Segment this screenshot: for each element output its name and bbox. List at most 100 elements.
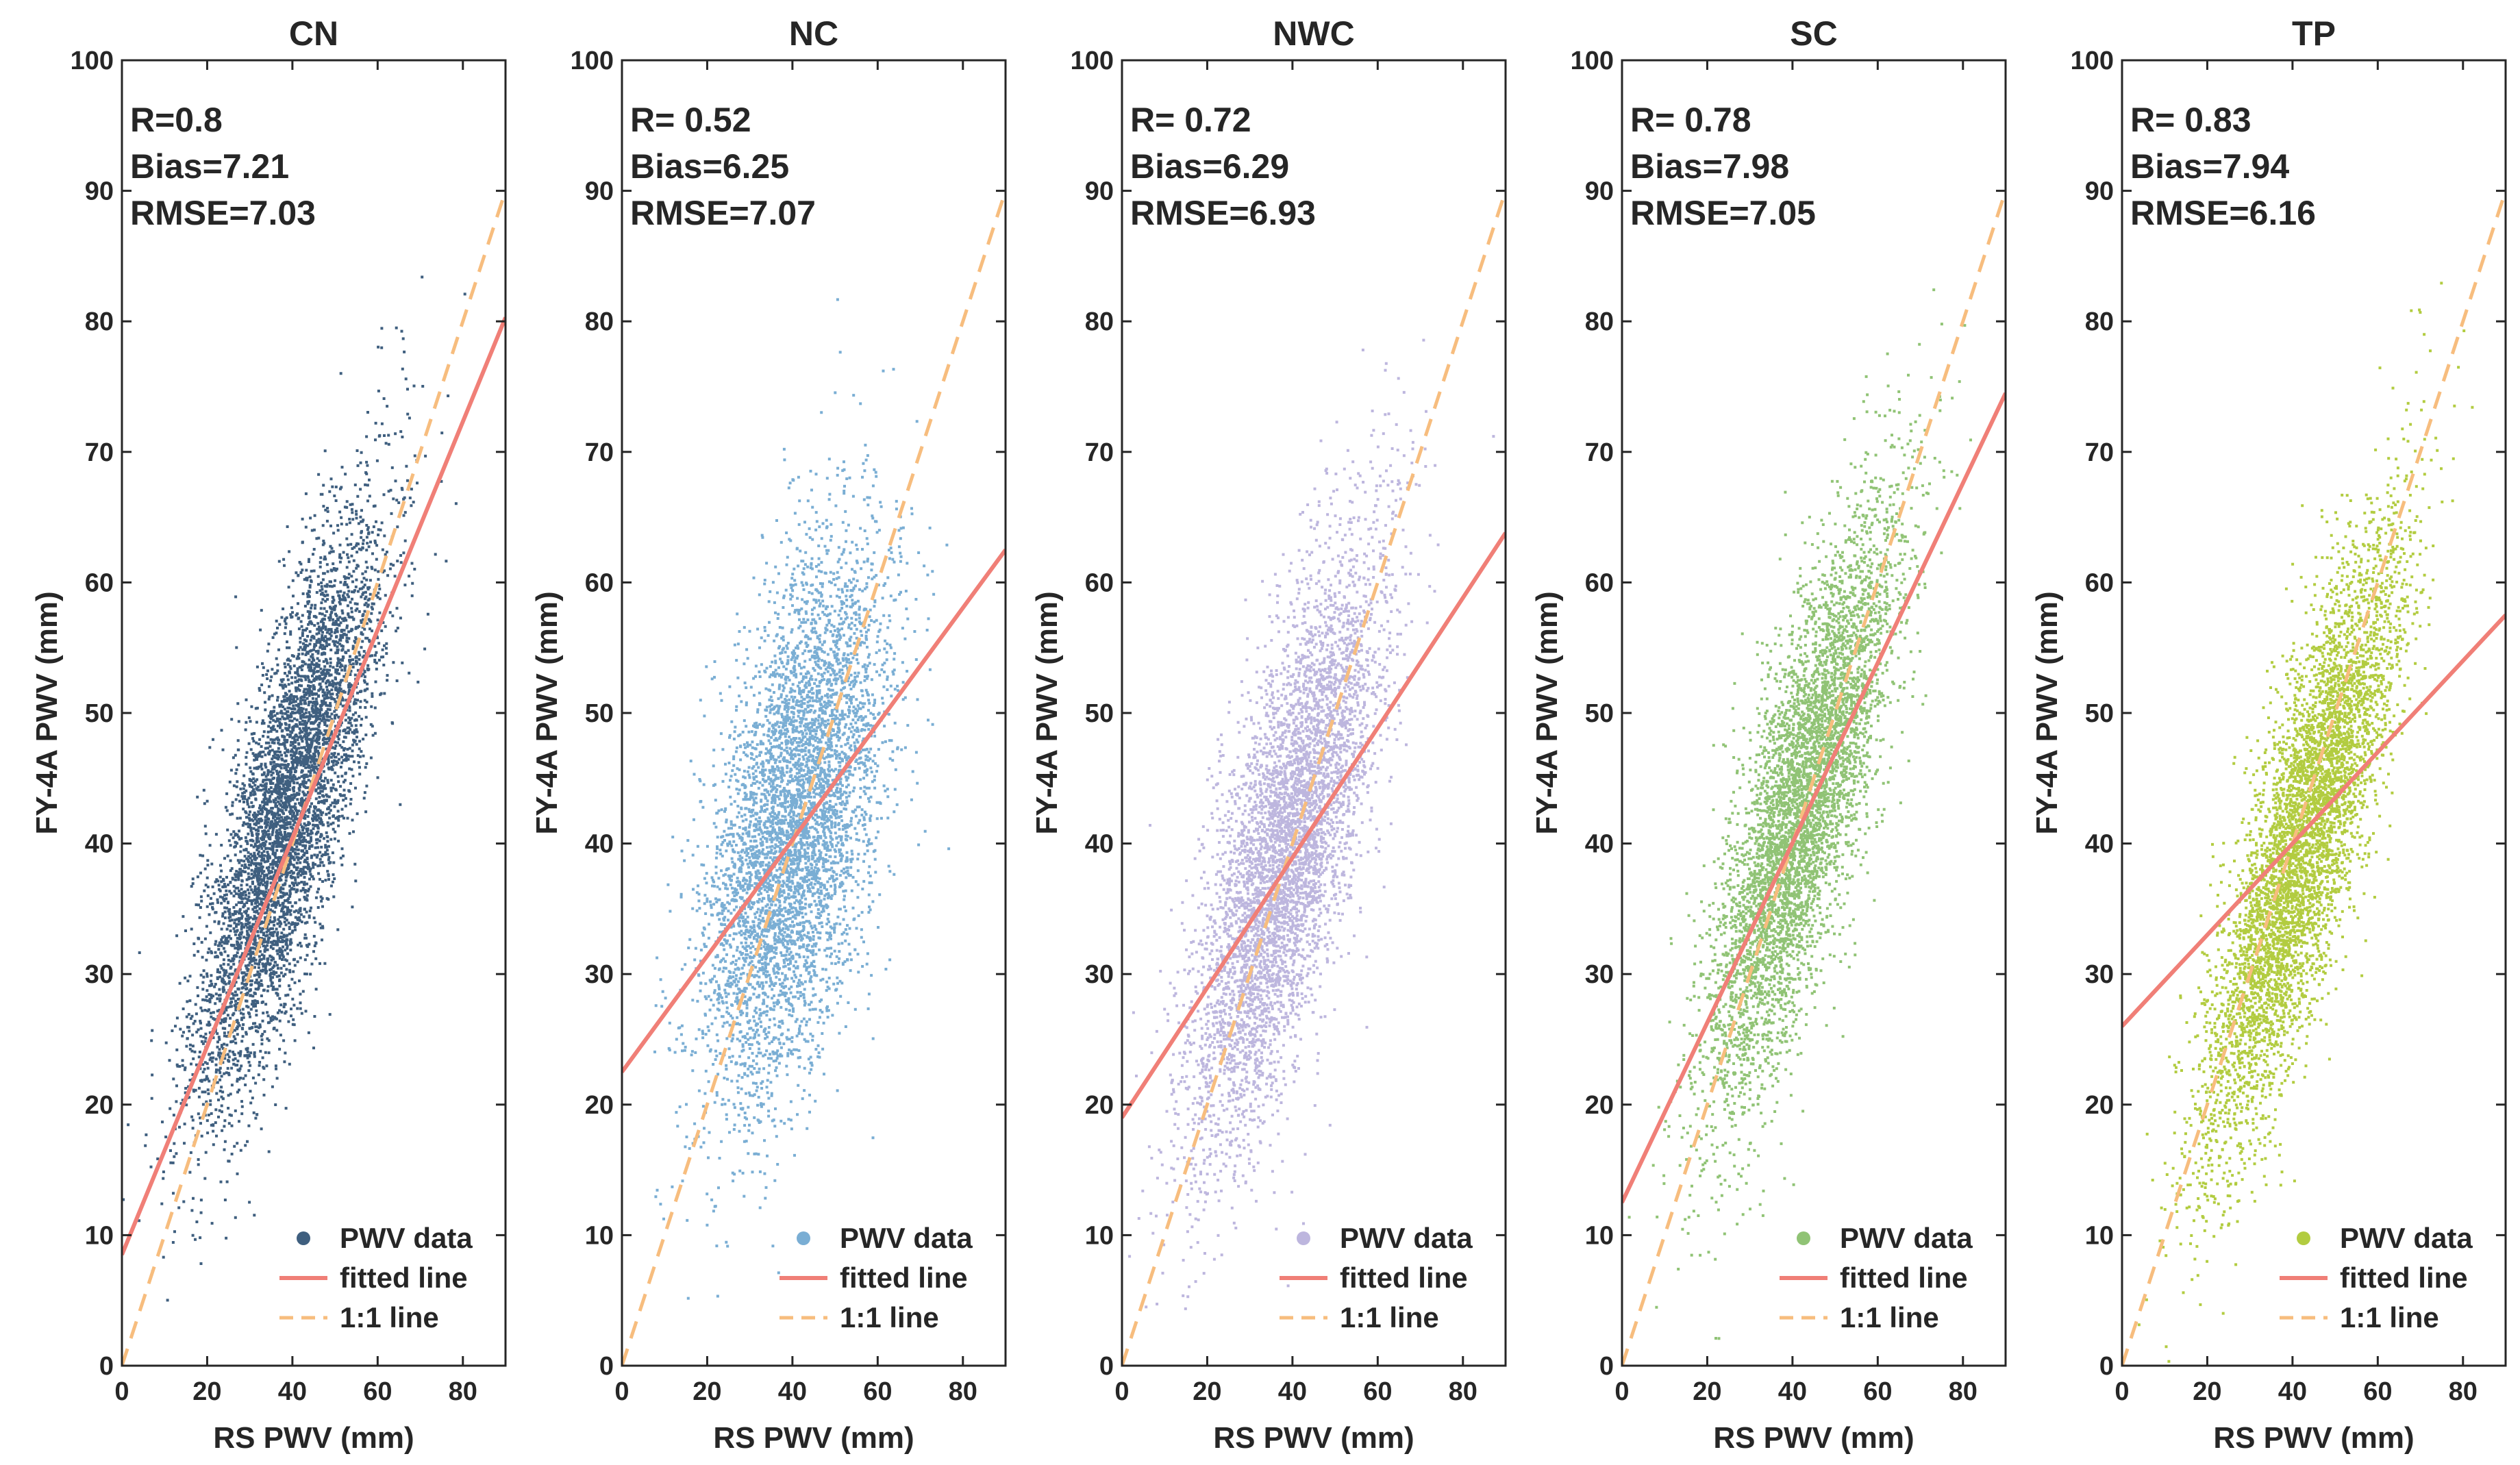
y-tick-label: 60 (1085, 568, 1114, 597)
one-to-one-line (1122, 190, 1506, 1366)
y-tick-label: 0 (99, 1352, 114, 1381)
panel-title: TP (2292, 14, 2336, 53)
x-axis-label: RS PWV (mm) (1213, 1421, 1414, 1455)
y-tick-label: 20 (1085, 1091, 1114, 1120)
legend-label: PWV data (1840, 1222, 1973, 1254)
stat-text: R= 0.72 (1130, 101, 1251, 139)
legend-label: 1:1 line (1340, 1301, 1439, 1333)
y-tick-label: 10 (585, 1221, 614, 1250)
fitted-line (122, 316, 506, 1256)
x-tick-label: 20 (1693, 1377, 1721, 1406)
y-tick-label: 100 (1071, 47, 1114, 75)
y-tick-label: 100 (2071, 47, 2114, 75)
y-tick-label: 40 (585, 830, 614, 859)
y-tick-label: 80 (85, 308, 114, 336)
panel-title: CN (289, 14, 338, 53)
x-tick-label: 0 (2114, 1377, 2129, 1406)
y-tick-label: 100 (571, 47, 614, 75)
y-tick-label: 50 (585, 699, 614, 728)
stat-text: Bias=6.25 (630, 147, 789, 186)
y-axis-label: FY-4A PWV (mm) (1030, 591, 1064, 834)
panel-sc: 0 10 20 30 40 50 60 70 80 90 100 0 20 40 60 80 SC RS PWV … (1530, 14, 2007, 1455)
y-tick-label: 0 (1599, 1352, 1614, 1381)
stat-text: R= 0.83 (2130, 101, 2251, 139)
legend-label: 1:1 line (840, 1301, 939, 1333)
stat-text: Bias=7.94 (2130, 147, 2289, 186)
y-tick-label: 10 (1585, 1221, 1614, 1250)
y-tick-label: 70 (1085, 438, 1114, 467)
x-axis-label: RS PWV (mm) (1713, 1421, 1914, 1455)
y-tick-label: 0 (1099, 1352, 1114, 1381)
x-tick-label: 20 (192, 1377, 221, 1406)
x-tick-label: 80 (449, 1377, 477, 1406)
x-tick-label: 0 (1114, 1377, 1129, 1406)
stat-text: R= 0.52 (630, 101, 751, 139)
axes-box (1121, 59, 1507, 1367)
scatter-dots (2137, 281, 2474, 1363)
legend-marker-dot (297, 1231, 310, 1245)
legend-label: fitted line (1840, 1262, 1968, 1294)
x-tick-label: 40 (2278, 1377, 2307, 1406)
y-axis-label: FY-4A PWV (mm) (2030, 591, 2064, 834)
stat-text: Bias=7.21 (130, 147, 289, 186)
y-tick-label: 0 (599, 1352, 614, 1381)
y-tick-label: 40 (1585, 830, 1614, 859)
y-tick-label: 20 (585, 1091, 614, 1120)
legend-label: 1:1 line (340, 1301, 439, 1333)
y-tick-label: 50 (1085, 699, 1114, 728)
legend-marker-dot (797, 1231, 810, 1245)
y-tick-label: 50 (1585, 699, 1614, 728)
panel-title: NC (789, 14, 838, 53)
one-to-one-line (122, 190, 506, 1366)
y-tick-label: 20 (85, 1091, 114, 1120)
x-tick-label: 0 (614, 1377, 629, 1406)
stat-text: RMSE=7.07 (630, 194, 816, 232)
one-to-one-line (2122, 190, 2506, 1366)
fitted-line (1622, 392, 2006, 1204)
legend-label: 1:1 line (1840, 1301, 1939, 1333)
y-tick-label: 10 (2085, 1221, 2114, 1250)
stat-text: RMSE=6.16 (2130, 194, 2316, 232)
legend: PWV data fitted line 1:1 line (279, 1222, 473, 1333)
legend-label: PWV data (840, 1222, 973, 1254)
legend: PWV data fitted line 1:1 line (779, 1222, 973, 1333)
stat-text: Bias=6.29 (1130, 147, 1289, 186)
stat-text: RMSE=7.03 (130, 194, 316, 232)
y-tick-label: 90 (85, 177, 114, 206)
x-tick-label: 60 (2363, 1377, 2392, 1406)
y-tick-label: 50 (2085, 699, 2114, 728)
legend-label: fitted line (2340, 1262, 2468, 1294)
y-axis-label: FY-4A PWV (mm) (1530, 591, 1564, 834)
legend: PWV data fitted line 1:1 line (1280, 1222, 1473, 1333)
panel-nwc: 0 10 20 30 40 50 60 70 80 90 100 0 20 40 60 80 NWC RS PWV… (1030, 14, 1507, 1455)
x-tick-label: 80 (949, 1377, 977, 1406)
x-tick-label: 60 (363, 1377, 392, 1406)
y-tick-label: 30 (1085, 960, 1114, 989)
y-tick-label: 80 (2085, 308, 2114, 336)
y-tick-label: 40 (2085, 830, 2114, 859)
scatter-points-nwc (1128, 338, 1495, 1310)
y-tick-label: 70 (585, 438, 614, 467)
y-tick-label: 80 (1585, 308, 1614, 336)
y-tick-label: 60 (1585, 568, 1614, 597)
y-tick-label: 20 (1585, 1091, 1614, 1120)
one-to-one-line (622, 190, 1006, 1366)
panel-title: NWC (1273, 14, 1354, 53)
legend-label: fitted line (1340, 1262, 1468, 1294)
legend-marker-dot (1297, 1231, 1310, 1245)
x-tick-label: 20 (693, 1377, 721, 1406)
legend-label: fitted line (340, 1262, 468, 1294)
x-tick-label: 40 (778, 1377, 807, 1406)
y-tick-label: 70 (85, 438, 114, 467)
x-tick-label: 40 (1778, 1377, 1807, 1406)
y-tick-label: 80 (585, 308, 614, 336)
stat-text: Bias=7.98 (1630, 147, 1789, 186)
stat-text: R=0.8 (130, 101, 223, 139)
stat-text: RMSE=6.93 (1130, 194, 1316, 232)
scatter-points-sc (1627, 288, 1972, 1340)
y-axis-label: FY-4A PWV (mm) (530, 591, 564, 834)
x-tick-label: 60 (1363, 1377, 1392, 1406)
fitted-line (1122, 531, 1506, 1119)
x-tick-label: 60 (863, 1377, 892, 1406)
x-tick-label: 20 (2193, 1377, 2221, 1406)
